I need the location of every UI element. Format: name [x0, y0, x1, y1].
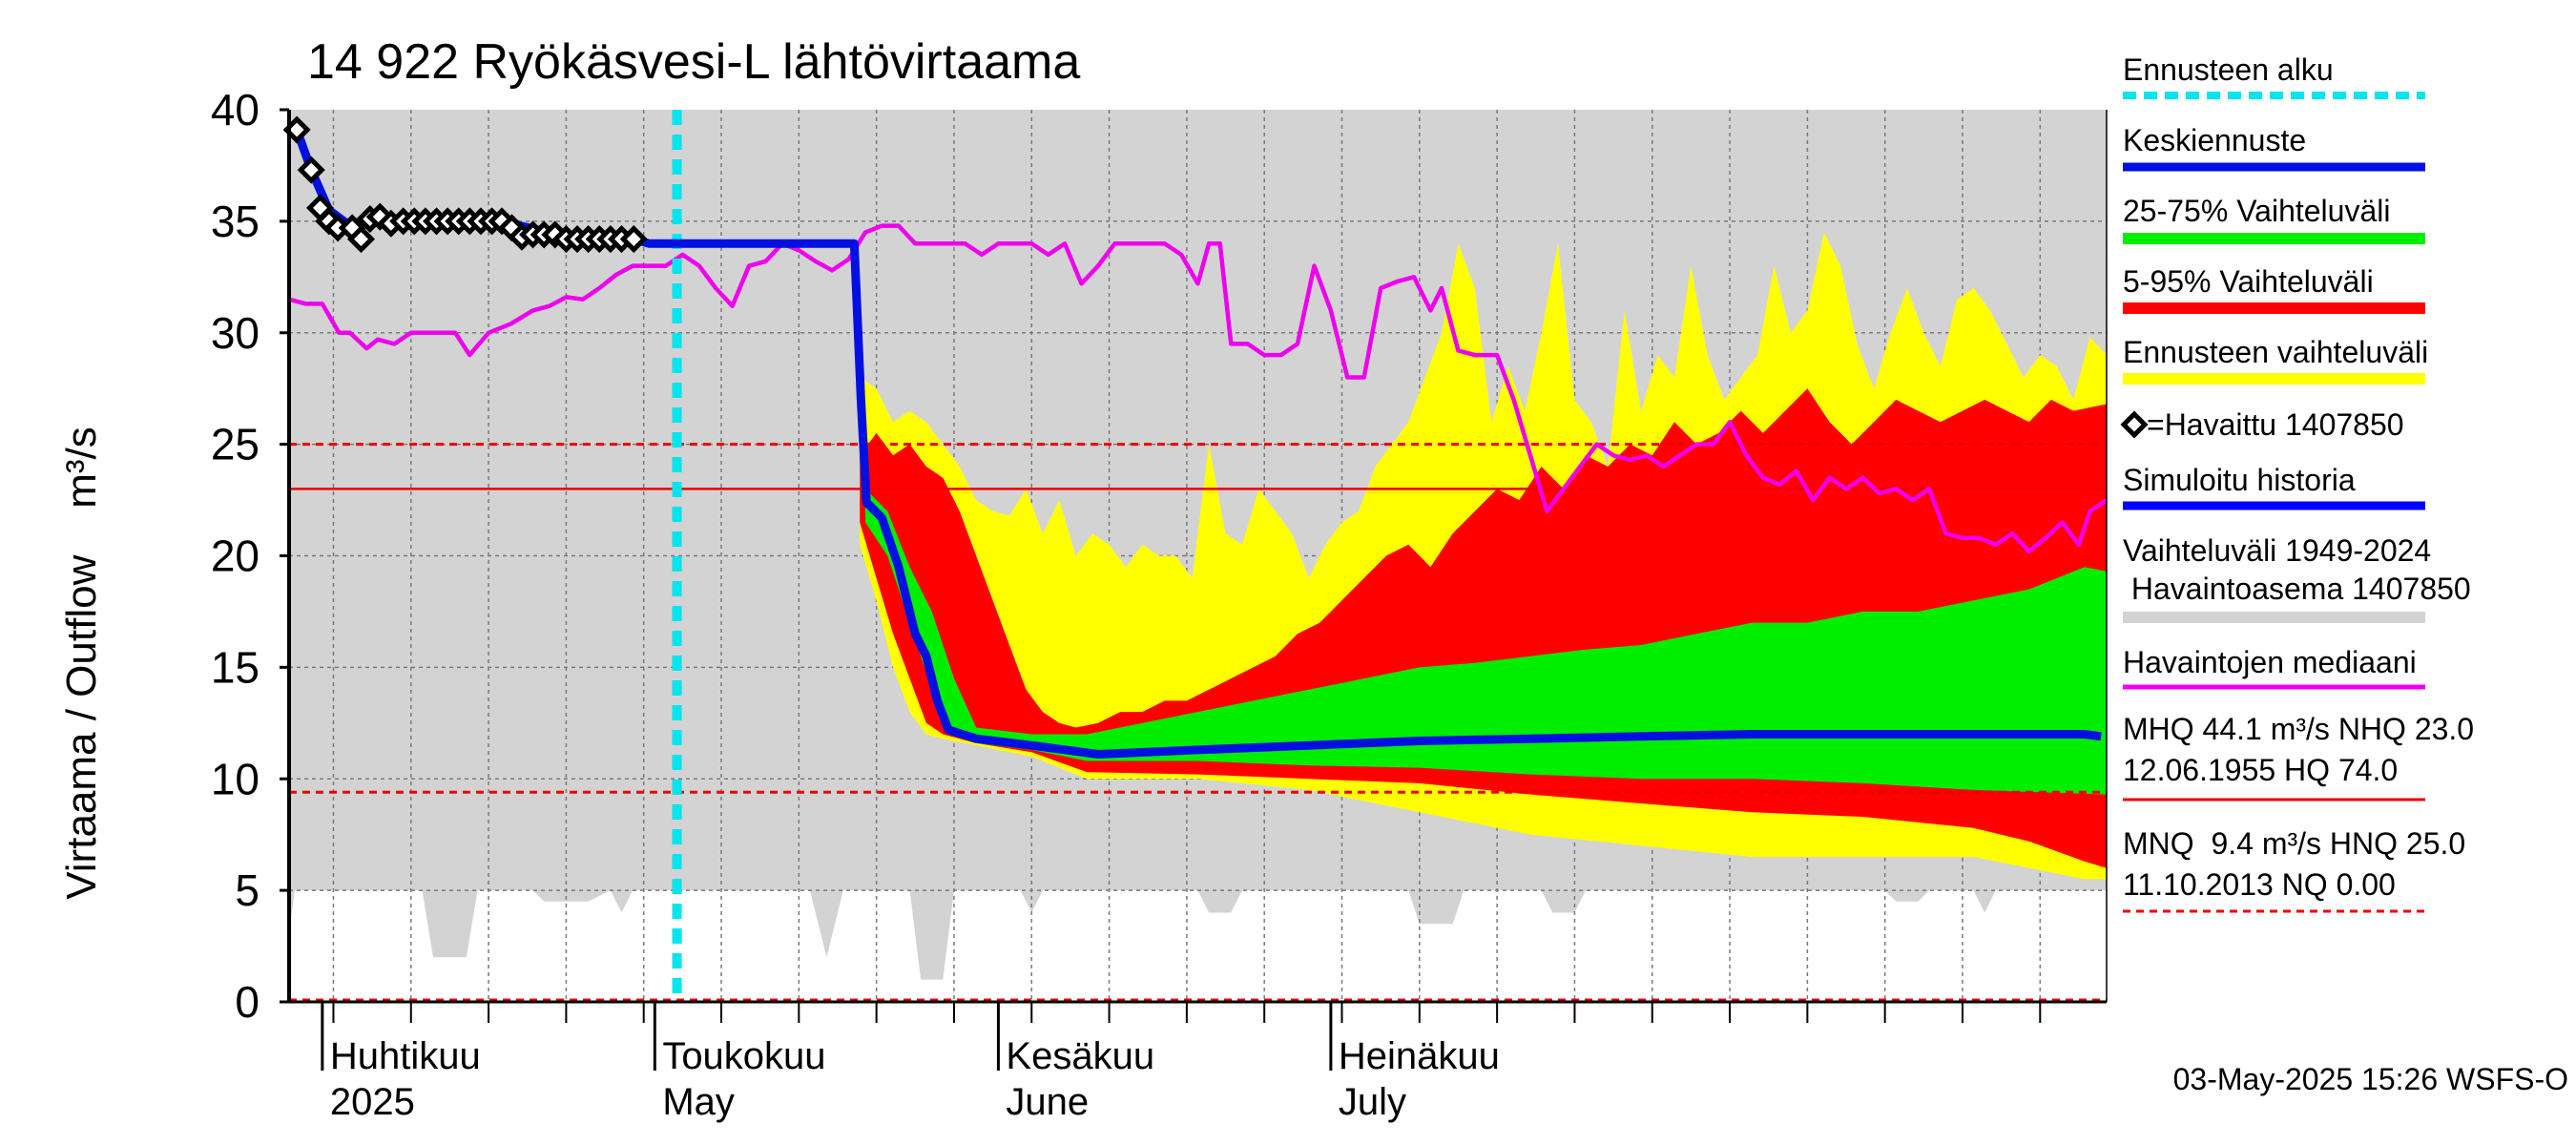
x-month-label-en: May — [662, 1081, 735, 1123]
y-tick-label: 20 — [211, 531, 260, 581]
median-line — [288, 223, 2109, 554]
y-tick-label: 5 — [235, 865, 260, 915]
y-tick-label: 35 — [211, 197, 260, 246]
legend-label-p5-95: 5-95% Vaihteluväli — [2123, 264, 2374, 299]
y-tick-label: 10 — [211, 754, 260, 803]
legend-label-mean-forecast: Keskiennuste — [2123, 123, 2306, 157]
y-axis-label: Virtaama / Outflow m³/s — [58, 427, 105, 900]
legend-label-p25-75: 25-75% Vaihteluväli — [2123, 194, 2390, 228]
x-month-label-en: June — [1006, 1081, 1089, 1123]
legend-label-mnq-1: MNQ 9.4 m³/s HNQ 25.0 — [2123, 826, 2465, 861]
legend: Ennusteen alku Keskiennuste 25-75% Vaihtel… — [2120, 52, 2474, 913]
y-tick-label: 30 — [211, 308, 260, 358]
y-tick-label: 15 — [211, 642, 260, 692]
legend-label-mhq-1: MHQ 44.1 m³/s NHQ 23.0 — [2123, 712, 2474, 746]
observed-point — [619, 225, 648, 254]
legend-label-observed: =Havaittu 1407850 — [2147, 407, 2404, 442]
y-tick-label: 40 — [211, 85, 260, 135]
chart-title: 14 922 Ryökäsvesi-L lähtövirtaama — [307, 34, 1080, 90]
y-tick-label: 25 — [211, 420, 260, 469]
x-month-label-en: July — [1339, 1081, 1406, 1123]
legend-label-hist-range-1: Vaihteluväli 1949-2024 — [2123, 533, 2431, 568]
legend-label-median: Havaintojen mediaani — [2123, 645, 2417, 679]
y-tick-label: 0 — [235, 977, 260, 1027]
legend-label-forecast-start: Ennusteen alku — [2123, 52, 2334, 87]
plot-area: 0510152025303540Huhtikuu2025ToukokuuMayK… — [211, 85, 2109, 1123]
x-month-label-fi: Toukokuu — [662, 1035, 825, 1077]
legend-label-hist-range-2: Havaintoasema 1407850 — [2123, 572, 2471, 606]
footer-timestamp: 03-May-2025 15:26 WSFS-O — [2173, 1062, 2568, 1096]
x-month-label-fi: Huhtikuu — [330, 1035, 481, 1077]
observed-point — [346, 225, 376, 254]
x-month-label-en: 2025 — [330, 1081, 415, 1123]
legend-label-forecast-range: Ennusteen vaihteluväli — [2123, 335, 2428, 369]
x-month-label-fi: Heinäkuu — [1339, 1035, 1500, 1077]
x-month-label-fi: Kesäkuu — [1006, 1035, 1154, 1077]
legend-swatch-observed — [2120, 410, 2149, 439]
p25-75-band — [865, 489, 2107, 795]
legend-label-mnq-2: 11.10.2013 NQ 0.00 — [2123, 867, 2396, 902]
observed-point — [297, 156, 325, 184]
legend-label-simulated: Simuloitu historia — [2123, 463, 2356, 497]
legend-label-mhq-2: 12.06.1955 HQ 74.0 — [2123, 753, 2398, 787]
